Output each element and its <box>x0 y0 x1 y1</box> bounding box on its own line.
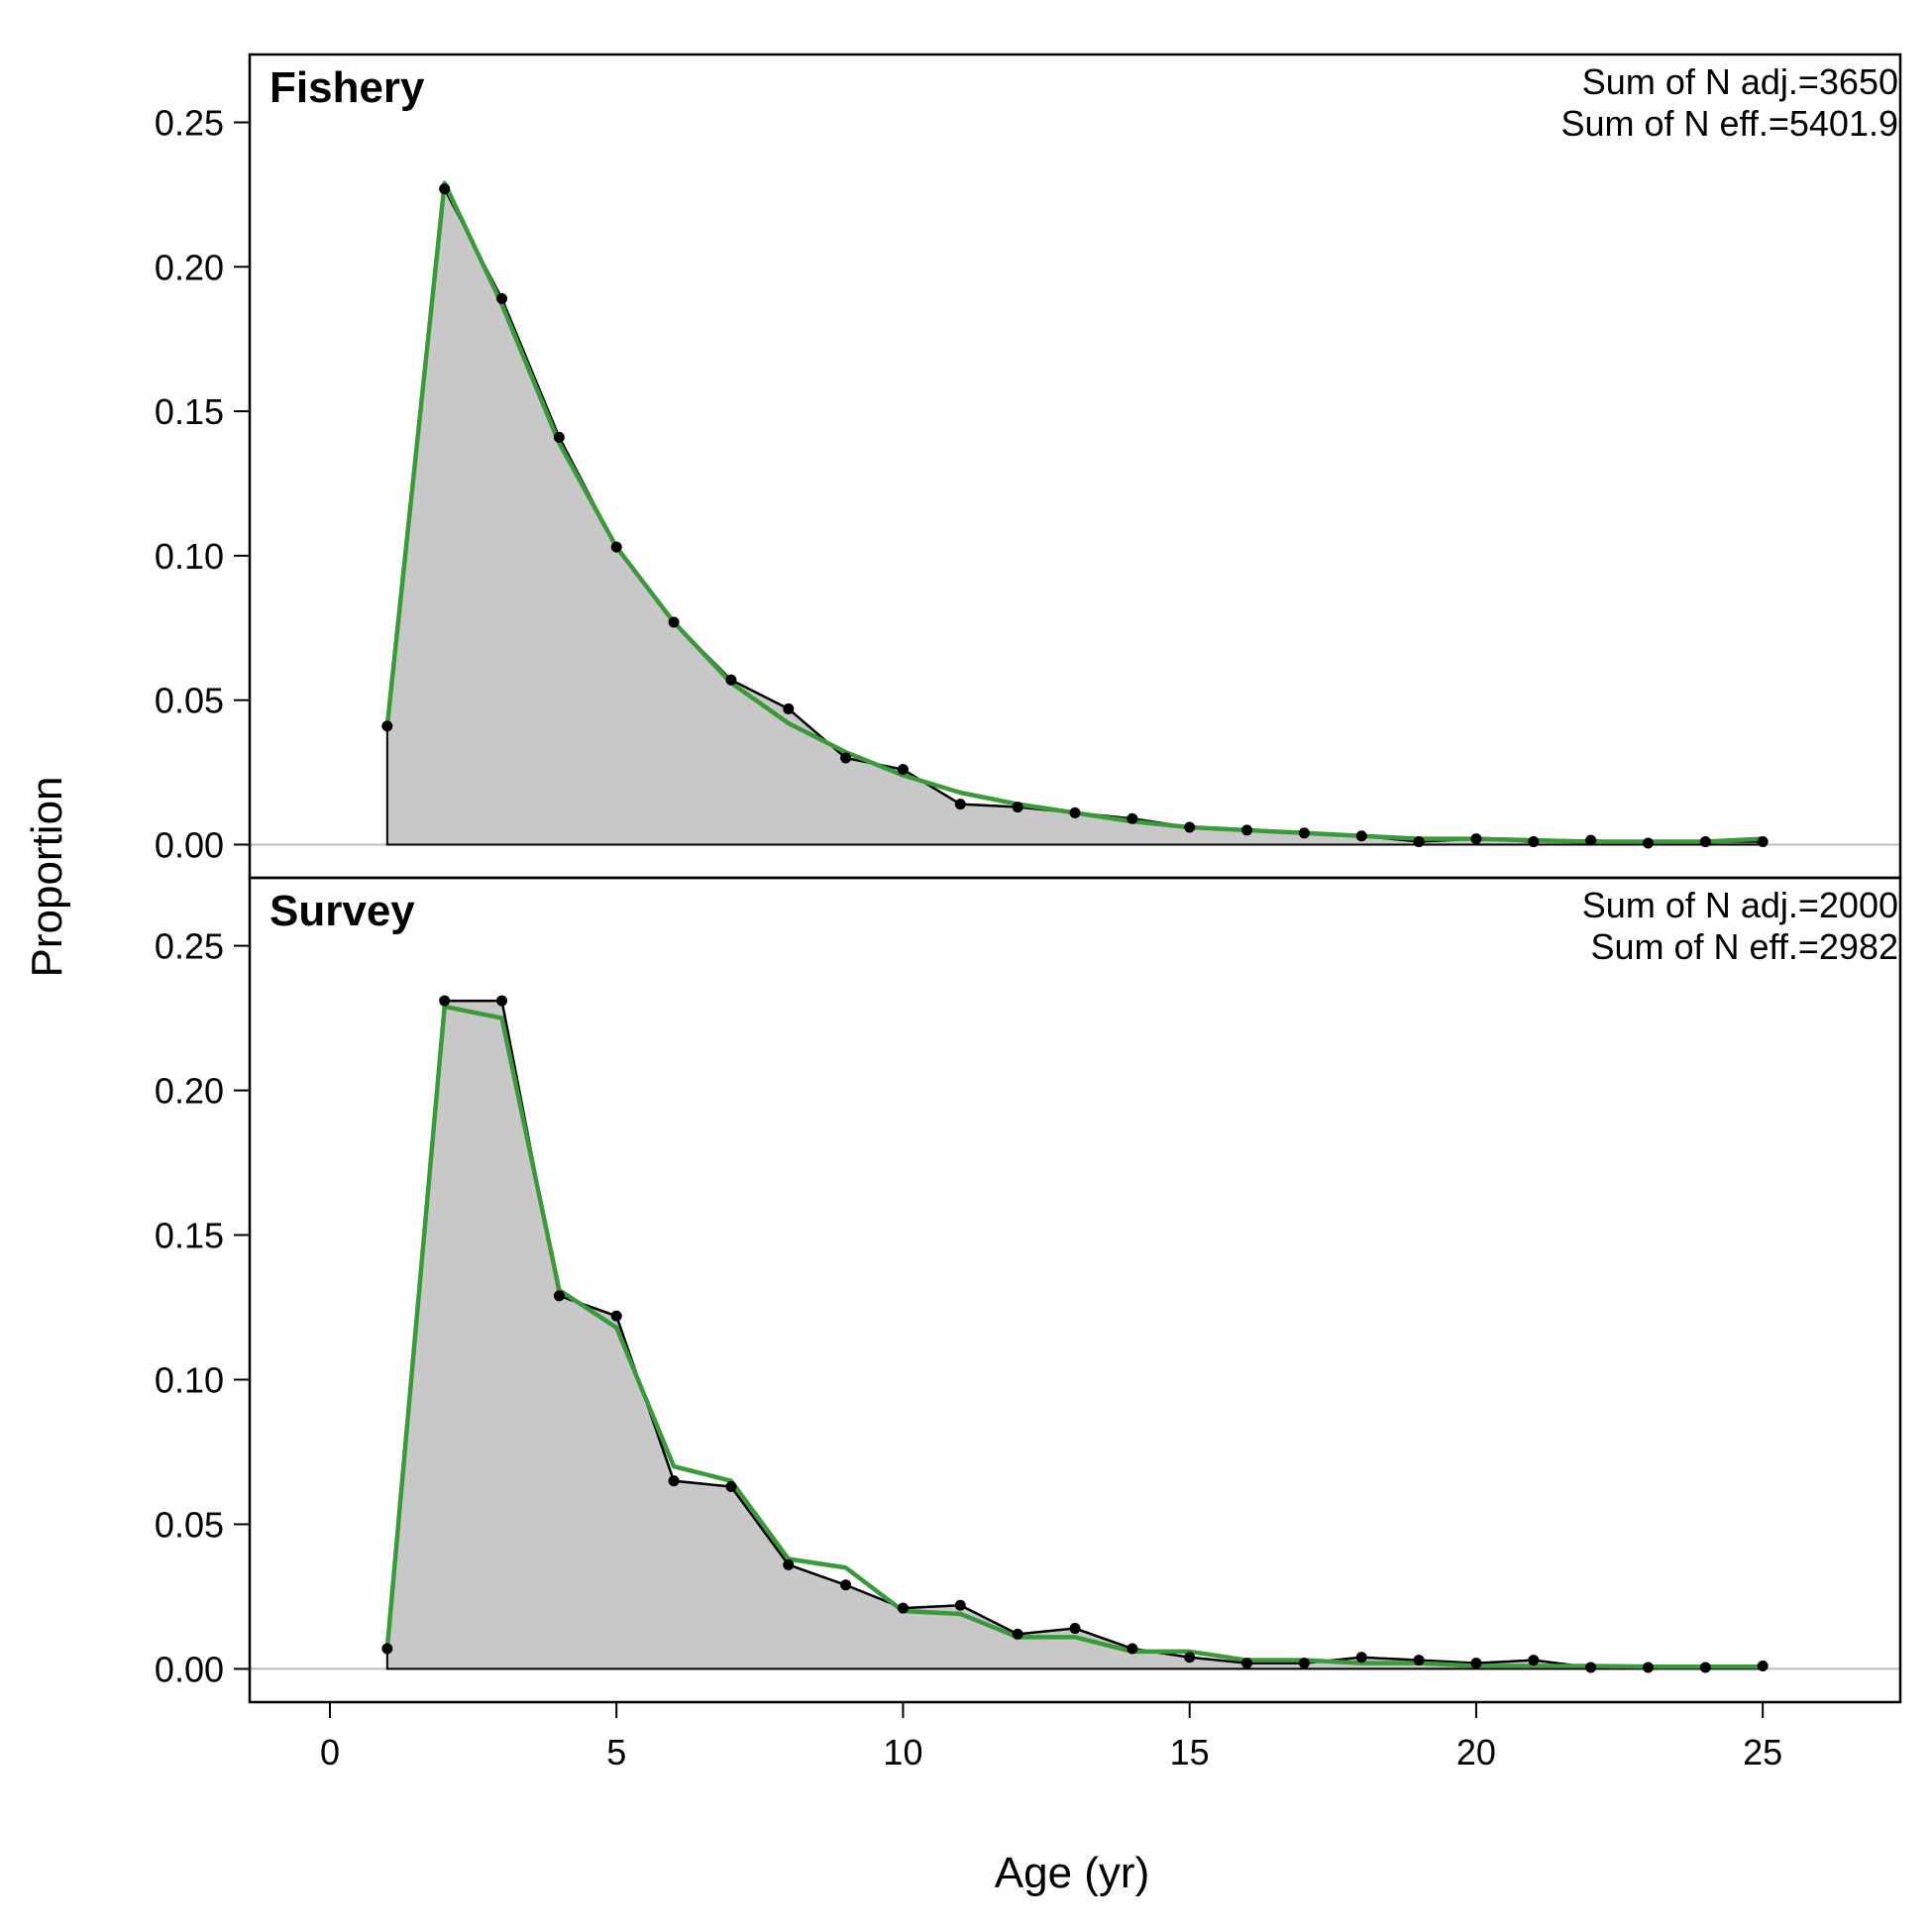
panel-fishery: 0.00 0.05 0.10 0.15 0.20 0.25 Fishery Sum of N … <box>155 53 1902 880</box>
observed-point <box>381 1643 393 1655</box>
observed-point <box>553 431 565 443</box>
observed-point <box>1298 827 1310 839</box>
observed-point <box>840 752 852 764</box>
x-tick-label: 25 <box>1743 1732 1782 1772</box>
y-tick-label: 0.20 <box>155 247 224 287</box>
observed-point <box>1184 821 1196 833</box>
y-tick-label: 0.10 <box>155 536 224 577</box>
observed-point <box>381 720 393 732</box>
observed-point <box>1528 836 1540 848</box>
observed-point <box>783 1558 795 1570</box>
observed-point <box>1699 1662 1711 1673</box>
observed-point <box>1470 833 1482 845</box>
observed-point <box>725 1481 737 1493</box>
observed-area <box>385 185 1765 846</box>
observed-point <box>897 764 909 776</box>
observed-area <box>385 1000 1765 1670</box>
panel-note: Sum of N eff.=2982 <box>1590 926 1898 967</box>
panel-note: Sum of N eff.=5401.9 <box>1560 103 1898 144</box>
observed-point <box>1127 812 1138 824</box>
x-tick-label: 15 <box>1170 1732 1210 1772</box>
x-axis: 0 5 10 15 20 25 <box>320 1701 1782 1772</box>
observed-point <box>783 702 795 714</box>
x-tick-label: 10 <box>883 1732 922 1772</box>
y-tick-label: 0.25 <box>155 103 224 144</box>
observed-point <box>668 616 680 628</box>
observed-point <box>897 1602 909 1614</box>
y-tick-label: 0.20 <box>155 1071 224 1112</box>
y-tick-label: 0.05 <box>155 1504 224 1545</box>
observed-point <box>1528 1655 1540 1666</box>
y-tick-label: 0.05 <box>155 681 224 721</box>
x-tick-label: 5 <box>606 1732 626 1772</box>
y-tick-label: 0.10 <box>155 1359 224 1400</box>
observed-point <box>954 799 966 810</box>
x-tick-label: 0 <box>320 1732 340 1772</box>
observed-point <box>1184 1652 1196 1664</box>
panel-note: Sum of N adj.=3650 <box>1582 61 1898 102</box>
observed-point <box>1642 1662 1654 1673</box>
observed-point <box>553 1290 565 1302</box>
observed-point <box>1127 1643 1138 1655</box>
observed-point <box>1298 1658 1310 1669</box>
observed-point <box>1012 1628 1023 1640</box>
observed-point <box>1757 836 1769 848</box>
observed-point <box>1069 1623 1081 1635</box>
observed-point <box>1470 1658 1482 1669</box>
observed-point <box>1757 1661 1769 1672</box>
observed-point <box>1585 834 1597 846</box>
observed-point <box>1241 1658 1253 1669</box>
y-tick-label: 0.25 <box>155 926 224 967</box>
expected-line <box>384 1004 1764 1669</box>
observed-point <box>954 1599 966 1611</box>
panel-survey: 0.00 0.05 0.10 0.15 0.20 0.25 Survey Sum of N a… <box>155 876 1902 1704</box>
observed-point <box>840 1579 852 1591</box>
observed-point <box>610 1310 622 1322</box>
observed-point <box>1012 802 1023 813</box>
observed-point <box>1413 1655 1425 1666</box>
observed-point <box>496 995 508 1007</box>
y-tick-label: 0.00 <box>155 1649 224 1689</box>
observed-point <box>439 183 451 195</box>
observed-point <box>1585 1662 1597 1673</box>
observed-point <box>668 1475 680 1487</box>
observed-point <box>1355 1652 1367 1664</box>
observed-point <box>610 541 622 553</box>
observed-point <box>725 674 737 686</box>
panel-title: Fishery <box>269 63 425 112</box>
observed-point <box>1413 836 1425 848</box>
y-axis-title: Proportion <box>23 776 71 977</box>
observed-point <box>439 995 451 1007</box>
y-tick-label: 0.15 <box>155 391 224 432</box>
x-axis-title: Age (yr) <box>995 1849 1149 1897</box>
observed-point <box>1699 836 1711 848</box>
x-tick-label: 20 <box>1456 1732 1496 1772</box>
y-tick-label: 0.00 <box>155 824 224 865</box>
observed-point <box>496 292 508 304</box>
panel-note: Sum of N adj.=2000 <box>1582 885 1898 925</box>
observed-point <box>1069 806 1081 818</box>
observed-point <box>1642 837 1654 849</box>
observed-point <box>1241 824 1253 836</box>
y-tick-label: 0.15 <box>155 1216 224 1256</box>
panel-title: Survey <box>269 887 415 935</box>
observed-point <box>1355 830 1367 842</box>
